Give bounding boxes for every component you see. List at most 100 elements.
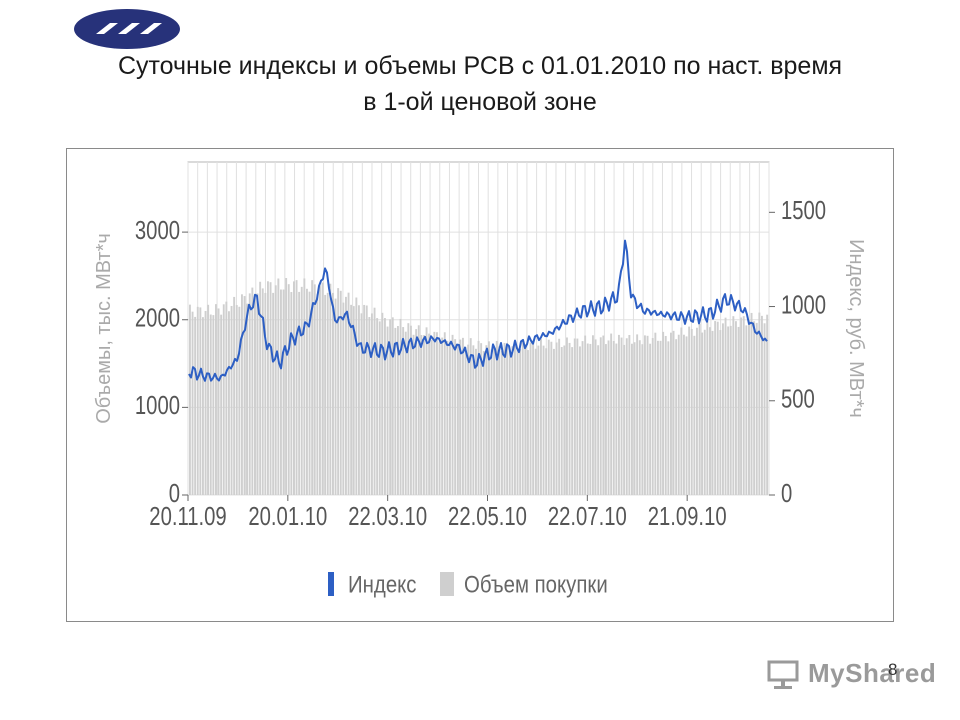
y-left-axis-label: Объемы, тыс. МВт*ч xyxy=(93,233,115,424)
volume-bar xyxy=(202,317,204,495)
volume-bar xyxy=(599,337,602,495)
volume-bar xyxy=(654,332,657,495)
volume-bar xyxy=(215,304,217,495)
volume-bar xyxy=(493,348,496,495)
volume-bar xyxy=(433,331,436,495)
y-left-tick-label: 3000 xyxy=(135,216,180,245)
volume-bar xyxy=(716,321,719,495)
volume-bar xyxy=(363,304,366,495)
volume-bar xyxy=(407,323,410,495)
volume-bar xyxy=(441,337,444,495)
volume-bar xyxy=(443,332,446,495)
volume-bar xyxy=(415,329,418,495)
volume-bar xyxy=(581,341,584,495)
volume-bar xyxy=(745,325,748,495)
volume-bar xyxy=(389,319,392,495)
volume-bar xyxy=(589,343,592,495)
volume-bar xyxy=(189,304,191,495)
volume-bar xyxy=(550,341,553,495)
volume-bar xyxy=(472,345,475,495)
volume-bar xyxy=(709,327,711,495)
volume-bar xyxy=(742,316,745,495)
volume-bar xyxy=(633,342,636,495)
volume-bar xyxy=(537,345,540,495)
volume-bar xyxy=(428,333,431,495)
volume-bar xyxy=(527,350,529,495)
volume-bar xyxy=(753,321,756,495)
volume-bar xyxy=(368,317,371,495)
volume-bar xyxy=(256,293,259,495)
volume-bar xyxy=(235,305,238,495)
volume-bar xyxy=(423,335,425,495)
index-line xyxy=(188,239,768,382)
volume-bar xyxy=(631,343,633,495)
volume-bar xyxy=(402,327,405,495)
volume-bar xyxy=(303,278,306,495)
volume-bar xyxy=(529,342,532,495)
volume-bar xyxy=(269,282,272,495)
volume-bar xyxy=(576,338,579,495)
x-tick-label: 22.07.10 xyxy=(548,502,627,531)
volume-bar xyxy=(313,284,316,495)
volume-bar xyxy=(233,296,236,495)
volume-bar xyxy=(607,340,610,495)
volume-bar xyxy=(701,332,704,495)
volume-bar xyxy=(381,312,384,495)
volume-bar xyxy=(334,298,337,495)
page-title-line2: в 1-ой ценовой зоне xyxy=(363,88,597,116)
volume-bar xyxy=(732,316,735,495)
volume-bar xyxy=(620,337,623,495)
volume-bar xyxy=(399,318,402,495)
volume-bar xyxy=(672,330,675,495)
legend-swatch-volume xyxy=(440,572,454,596)
volume-bar xyxy=(238,306,241,495)
volume-bar xyxy=(293,281,295,495)
volume-bar xyxy=(740,317,743,495)
watermark xyxy=(766,656,926,692)
volume-bar xyxy=(248,293,251,495)
volume-bar xyxy=(579,346,581,495)
volume-bar xyxy=(212,315,215,495)
volume-bar xyxy=(350,304,353,495)
volume-bar xyxy=(563,345,566,495)
volume-bar xyxy=(490,349,493,495)
volume-bar xyxy=(451,334,454,495)
volume-bar xyxy=(568,342,571,495)
y-right-tick-label: 1000 xyxy=(781,290,826,319)
volume-bar xyxy=(332,292,334,495)
volume-bar xyxy=(737,326,740,495)
volume-bar xyxy=(683,334,685,495)
volume-bar xyxy=(511,346,514,495)
volume-bar xyxy=(209,314,212,495)
volume-bar xyxy=(464,346,467,495)
volume-bar xyxy=(360,313,363,495)
volume-bar xyxy=(241,294,243,495)
volume-bar xyxy=(495,340,498,495)
volume-bar xyxy=(662,331,665,495)
volume-bar xyxy=(602,335,605,495)
volume-bar xyxy=(727,326,730,495)
volume-bar xyxy=(404,331,407,495)
volume-bar xyxy=(724,317,727,495)
volume-bar xyxy=(758,312,761,495)
volume-bars xyxy=(189,277,769,495)
volume-bar xyxy=(680,327,683,495)
y-left-tick-label: 0 xyxy=(169,478,180,507)
volume-bar xyxy=(264,292,267,495)
volume-bar xyxy=(659,340,662,495)
volume-bar xyxy=(623,344,626,495)
volume-bar xyxy=(371,313,373,495)
volume-bar xyxy=(766,314,769,495)
volume-bar xyxy=(714,321,717,495)
volume-bar xyxy=(282,289,285,495)
volume-bar xyxy=(345,296,347,495)
volume-bar xyxy=(228,311,230,495)
legend-label-volume: Объем покупки xyxy=(464,571,608,598)
volume-bar xyxy=(625,338,628,495)
volume-bar xyxy=(615,343,618,495)
volume-bar xyxy=(540,338,542,495)
volume-bar xyxy=(729,325,732,495)
volume-bar xyxy=(412,334,415,495)
volume-bar xyxy=(469,338,472,495)
y-right-tick-label: 0 xyxy=(781,478,792,507)
